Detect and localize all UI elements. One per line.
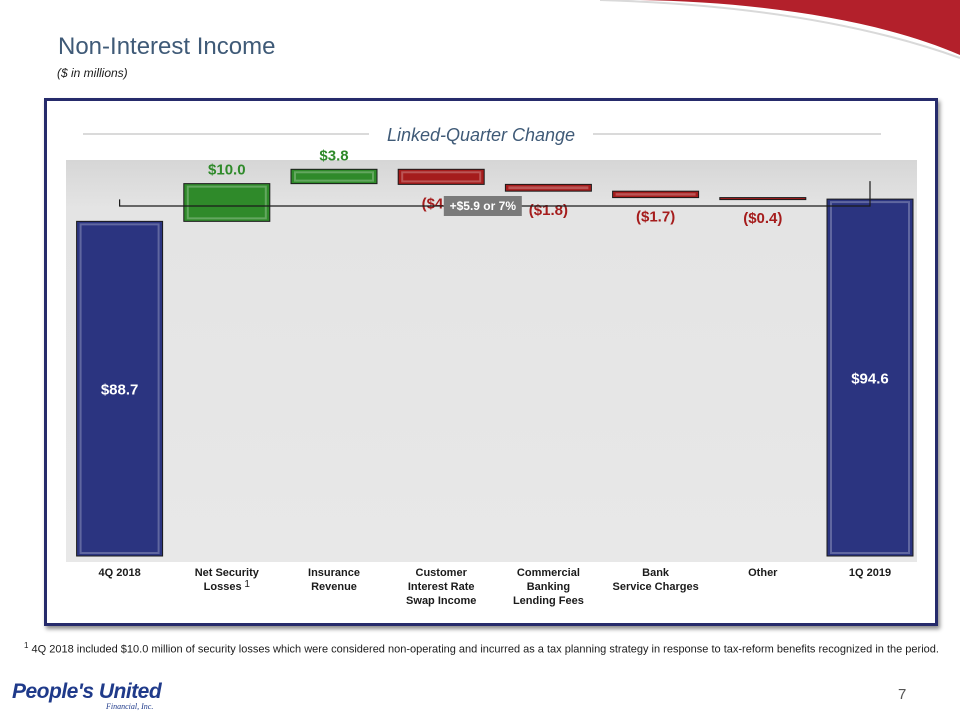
footnote: 1 4Q 2018 included $10.0 million of secu… [24, 641, 954, 656]
footnote-mark: 1 [24, 641, 29, 650]
footnote-text: 4Q 2018 included $10.0 million of securi… [31, 643, 939, 656]
bar-bevel-5 [508, 186, 589, 190]
data-label-5: ($1.8) [529, 202, 568, 219]
bar-1 [76, 220, 164, 557]
data-label-8: $94.6 [851, 371, 889, 388]
tick-label-2: Net Security Losses 1 [195, 567, 260, 593]
bar-6 [612, 190, 700, 199]
bar-5 [504, 183, 592, 192]
tick-label-1: 4Q 2018 [98, 567, 140, 579]
bar-4 [397, 168, 485, 185]
bar-bevel-1 [79, 223, 160, 554]
tick-label-6: Bank Service Charges [612, 567, 698, 593]
chart-title: Linked-Quarter Change [387, 125, 575, 145]
page-title: Non-Interest Income [58, 33, 276, 60]
tick-label-7: Other [748, 567, 778, 579]
tick-label-5: Commercial Banking Lending Fees [513, 567, 584, 607]
company-logo: People's United Financial, Inc. [8, 678, 168, 718]
data-label-1: $88.7 [101, 382, 139, 399]
page-number: 7 [898, 686, 907, 703]
logo-subtext: Financial, Inc. [106, 702, 154, 711]
waterfall-chart: Linked-Quarter Change $88.7$10.0$3.8($4.… [66, 125, 917, 607]
plot-area [66, 160, 917, 562]
data-label-6: ($1.7) [636, 209, 675, 226]
annotation-box [443, 196, 522, 216]
chart-panel: Linked-Quarter Change $88.7 $10.0 $3.8 ($4.… [44, 98, 938, 626]
bar-bevel-4 [401, 171, 482, 183]
tick-label-8: 1Q 2019 [849, 567, 891, 579]
bar-3 [290, 168, 378, 185]
data-label-2: $10.0 [208, 162, 246, 179]
tick-label-3: Insurance Revenue [308, 567, 360, 593]
brand-swoosh [599, 0, 960, 59]
page-subtitle: ($ in millions) [57, 66, 128, 80]
data-label-7: ($0.4) [743, 210, 782, 227]
data-label-3: $3.8 [319, 147, 348, 164]
bar-bevel-2 [186, 185, 267, 220]
bar-2 [183, 183, 271, 222]
annotation-label: +$5.9 or 7% [450, 199, 517, 213]
bar-7 [719, 197, 807, 201]
bar-8 [826, 198, 914, 557]
bar-bevel-3 [294, 171, 374, 182]
logo-wordmark: People's United [12, 680, 162, 703]
tick-label-4: Customer Interest Rate Swap Income [406, 567, 476, 607]
